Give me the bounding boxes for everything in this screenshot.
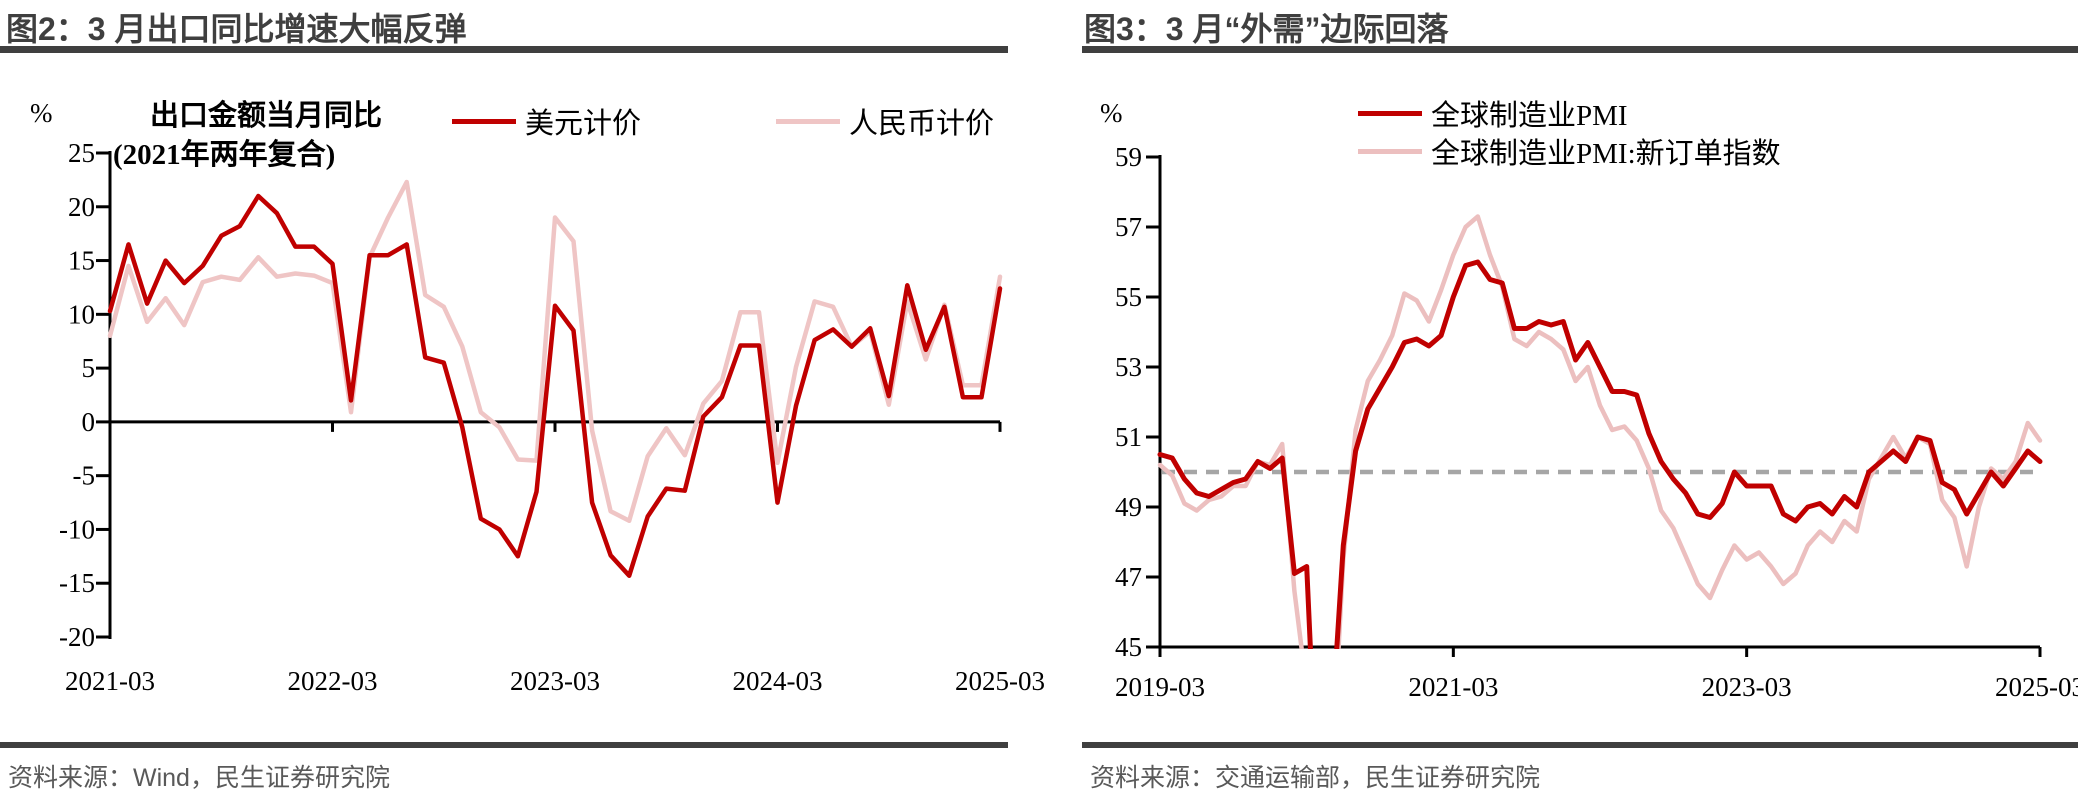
y-tick-label: 20	[68, 192, 95, 222]
chart3-title: 图3：3 月“外需”边际回落	[1084, 11, 1449, 47]
series-line-美元计价	[107, 193, 1003, 578]
chart3-y-unit-label: %	[1100, 98, 1123, 128]
y-tick-label: -15	[59, 568, 95, 598]
legend-label-neworders: 全球制造业PMI:新订单指数	[1431, 138, 1781, 170]
y-tick-label: 51	[1115, 422, 1142, 452]
usd-line-swatch	[452, 118, 516, 124]
legend-item-neworders: 全球制造业PMI:新订单指数	[1358, 130, 1781, 172]
y-tick-label: 47	[1115, 562, 1142, 592]
legend-label-usd: 美元计价	[525, 108, 642, 140]
chart2-y-unit-label: %	[30, 98, 53, 128]
x-tick-label: 2025-03	[955, 666, 1045, 696]
x-tick-label: 2025-03	[1995, 672, 2078, 702]
x-tick-label: 2024-03	[733, 666, 823, 696]
y-tick-label: 10	[68, 299, 95, 329]
chart2-title-underline	[0, 46, 1008, 53]
chart3-source: 资料来源：交通运输部，民生证券研究院	[1090, 764, 1541, 792]
y-tick-label: 49	[1115, 492, 1142, 522]
y-tick-label: -10	[59, 514, 95, 544]
chart2-footer-rule	[0, 742, 1008, 748]
series-line-全球制造业PMI	[1157, 259, 2043, 649]
neworders-line-swatch	[1358, 148, 1422, 154]
x-tick-label: 2022-03	[288, 666, 378, 696]
y-tick-label: 15	[68, 246, 95, 276]
x-tick-label: 2021-03	[65, 666, 155, 696]
pmi-line-swatch	[1358, 110, 1422, 116]
x-tick-label: 2021-03	[1408, 672, 1498, 702]
x-tick-label: 2023-03	[1702, 672, 1792, 702]
y-tick-label: 55	[1115, 282, 1142, 312]
chart2-series-note-line2: (2021年两年复合)	[113, 139, 336, 171]
series-line-人民币计价	[107, 179, 1003, 524]
y-tick-label: -5	[73, 461, 96, 491]
chart2-source: 资料来源：Wind，民生证券研究院	[8, 764, 390, 792]
legend-label-pmi: 全球制造业PMI	[1431, 100, 1628, 132]
legend-item-usd: 美元计价	[452, 100, 641, 142]
legend-label-rmb: 人民币计价	[849, 108, 995, 140]
legend-item-rmb: 人民币计价	[776, 100, 994, 142]
rmb-line-swatch	[776, 118, 840, 124]
chart2-series-note-line1: 出口金额当月同比	[150, 100, 383, 132]
y-tick-label: -20	[59, 622, 95, 652]
y-tick-label: 45	[1115, 632, 1142, 662]
y-tick-label: 57	[1115, 212, 1142, 242]
chart3-footer-rule	[1082, 742, 2078, 748]
y-tick-label: 5	[82, 353, 96, 383]
series-line-全球制造业PMI:新订单指数	[1157, 214, 2043, 649]
chart3-title-underline	[1082, 46, 2078, 53]
y-tick-label: 0	[82, 407, 96, 437]
x-tick-label: 2019-03	[1115, 672, 1205, 702]
chart2-title: 图2：3 月出口同比增速大幅反弹	[6, 11, 467, 47]
y-tick-label: 59	[1115, 142, 1142, 172]
y-tick-label: 53	[1115, 352, 1142, 382]
y-tick-label: 25	[68, 138, 95, 168]
x-tick-label: 2023-03	[510, 666, 600, 696]
legend-item-pmi: 全球制造业PMI	[1358, 92, 1628, 134]
